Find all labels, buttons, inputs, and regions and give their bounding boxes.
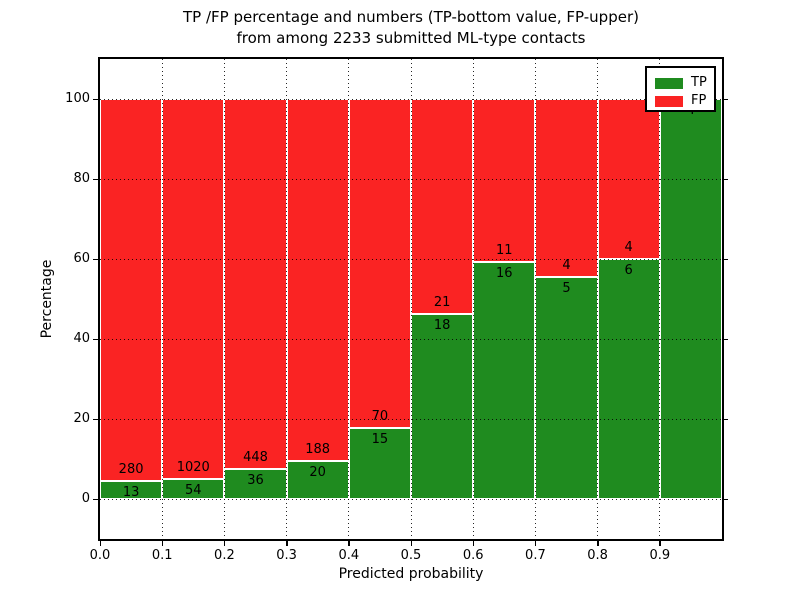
x-tick-label: 0.2 (214, 548, 235, 563)
y-tick-mark (93, 178, 98, 180)
tp-count-label: 18 (433, 318, 451, 334)
x-tick-mark (286, 541, 288, 546)
x-tick-mark (659, 541, 661, 546)
x-tick-mark (348, 541, 350, 546)
v-gridline (286, 59, 288, 539)
tp-bar (597, 259, 660, 499)
fp-bar (286, 99, 349, 461)
y-tick-label: 0 (81, 491, 90, 506)
fp-count-label: 448 (243, 450, 268, 466)
tp-count-label: 15 (371, 432, 389, 448)
tp-color-swatch (655, 77, 683, 89)
y-tick-mark (93, 258, 98, 260)
x-tick-mark (223, 541, 226, 546)
x-tick-label: 0.6 (462, 548, 484, 563)
v-gridline (410, 59, 412, 539)
fp-bar (162, 99, 225, 479)
y-tick-mark (93, 338, 98, 340)
y-tick-mark (93, 418, 98, 420)
y-tick-mark-right (724, 418, 728, 420)
y-tick-label: 60 (73, 251, 90, 266)
tp-count-label: 5 (562, 280, 571, 296)
v-gridline (161, 59, 163, 539)
tp-count-label: 20 (309, 464, 326, 480)
tp-bar (411, 314, 474, 499)
legend: TP FP (645, 66, 716, 112)
fp-count-label: 4 (624, 240, 633, 255)
tp-count-label: 36 (247, 473, 264, 489)
y-tick-mark (93, 98, 98, 100)
tp-bar (348, 428, 411, 499)
v-gridline (223, 59, 225, 539)
y-tick-label: 20 (73, 411, 90, 426)
chart-title: TP /FP percentage and numbers (TP-bottom… (100, 7, 722, 49)
fp-bar (411, 99, 474, 315)
x-tick-label: 0.3 (276, 548, 297, 563)
fp-bar (100, 99, 163, 482)
v-gridline (472, 59, 474, 539)
fp-count-label: 70 (371, 409, 389, 425)
chart-title-line1: TP /FP percentage and numbers (TP-bottom… (183, 8, 639, 26)
x-tick-label: 0.4 (338, 548, 360, 563)
fp-bar (224, 99, 287, 470)
fp-count-label: 11 (496, 242, 513, 258)
x-tick-mark (472, 541, 475, 546)
tp-count-label: 6 (624, 263, 633, 278)
fp-color-swatch (655, 95, 683, 107)
tp-bar (659, 99, 722, 499)
legend-item-tp: TP (655, 74, 714, 92)
fp-bar (473, 99, 536, 262)
fp-count-label: 1020 (176, 459, 210, 475)
x-tick-mark (99, 541, 101, 546)
tp-bar (286, 460, 349, 499)
tp-count-label: 54 (185, 482, 202, 498)
y-axis-label: Percentage (39, 259, 55, 339)
x-axis-label: Predicted probability (338, 566, 484, 582)
tp-count-label: 13 (122, 485, 140, 501)
y-tick-label: 40 (73, 331, 90, 346)
x-tick-label: 0.1 (151, 548, 173, 563)
x-tick-mark (597, 541, 599, 546)
x-tick-mark (410, 541, 412, 546)
legend-item-fp: FP (655, 92, 714, 110)
y-tick-mark (93, 498, 98, 500)
tp-bar (100, 481, 163, 499)
y-tick-mark-right (724, 498, 728, 500)
x-tick-label: 0.5 (400, 548, 422, 563)
tp-bar (224, 469, 287, 499)
x-tick-label: 0.9 (649, 548, 671, 563)
v-gridline (534, 59, 536, 539)
tp-bar (535, 276, 598, 499)
tp-count-label: 16 (496, 265, 513, 281)
tp-bar (162, 478, 225, 499)
fp-count-label: 21 (433, 295, 451, 311)
legend-label: TP (691, 75, 707, 90)
chart-title-line2: from among 2233 submitted ML-type contac… (236, 29, 586, 47)
y-tick-mark-right (724, 338, 728, 340)
tp-bar (473, 261, 536, 499)
fp-bar (348, 99, 411, 429)
x-tick-mark (161, 541, 164, 546)
y-tick-label: 80 (73, 171, 90, 186)
v-gridline (348, 59, 350, 539)
y-tick-mark-right (724, 98, 728, 100)
y-tick-mark-right (724, 178, 728, 180)
x-tick-label: 0.7 (525, 548, 546, 563)
v-gridline (597, 59, 599, 539)
x-tick-label: 0.8 (587, 548, 608, 563)
legend-label: FP (691, 93, 707, 108)
y-tick-label: 100 (65, 91, 90, 106)
fp-count-label: 280 (118, 462, 144, 478)
fp-count-label: 188 (305, 441, 331, 457)
fp-count-label: 4 (562, 257, 571, 273)
x-tick-mark (534, 541, 537, 546)
fp-bar (535, 99, 598, 277)
y-tick-mark-right (724, 258, 728, 260)
x-tick-label: 0.0 (89, 548, 111, 563)
v-gridline (659, 59, 661, 539)
plot-area: 28013102054448361882070152118111645464TP… (98, 57, 724, 541)
